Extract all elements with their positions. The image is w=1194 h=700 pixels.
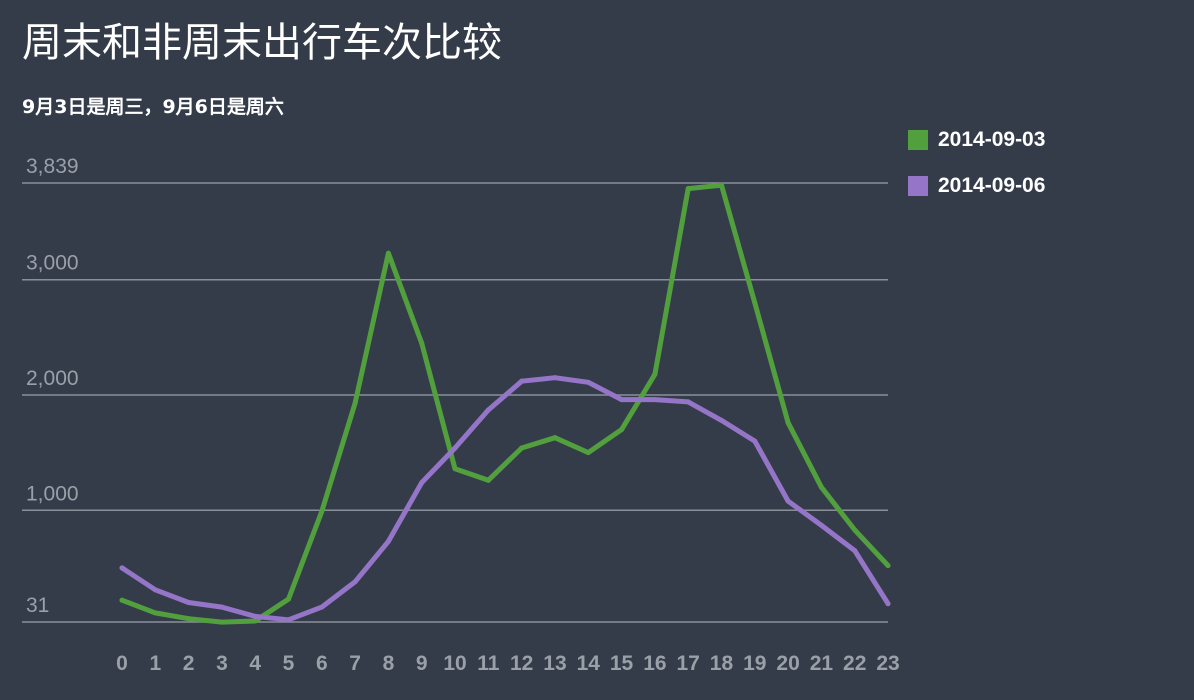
data-point-series-2[interactable]	[852, 548, 858, 554]
data-point-series-1[interactable]	[352, 400, 358, 406]
x-tick-label: 8	[383, 652, 395, 675]
data-point-series-1[interactable]	[519, 445, 525, 451]
data-point-series-1[interactable]	[752, 300, 758, 306]
data-point-series-1[interactable]	[452, 466, 458, 472]
data-point-series-2[interactable]	[785, 498, 791, 504]
data-point-series-1[interactable]	[385, 250, 391, 256]
x-tick-label: 15	[610, 652, 634, 675]
data-point-series-2[interactable]	[818, 522, 824, 528]
data-point-series-2[interactable]	[652, 397, 658, 403]
data-point-series-2[interactable]	[385, 538, 391, 544]
data-point-series-2[interactable]	[752, 438, 758, 444]
x-tick-label: 23	[876, 652, 899, 675]
legend-swatch-series-2	[908, 176, 928, 196]
data-point-series-2[interactable]	[685, 399, 691, 405]
y-axis-ticks: 31 1,000 2,000 3,000 3,839	[26, 155, 79, 617]
data-point-series-2[interactable]	[419, 480, 425, 486]
data-point-series-2[interactable]	[885, 601, 891, 607]
data-point-series-1[interactable]	[319, 508, 325, 514]
x-tick-label: 13	[543, 652, 566, 675]
x-tick-label: 12	[510, 652, 533, 675]
data-point-series-1[interactable]	[219, 619, 225, 625]
data-point-series-1[interactable]	[652, 371, 658, 377]
data-point-series-2[interactable]	[619, 397, 625, 403]
data-point-series-1[interactable]	[585, 450, 591, 456]
y-tick-label: 3,839	[26, 155, 79, 178]
x-tick-label: 3	[216, 652, 228, 675]
data-point-series-1[interactable]	[186, 616, 192, 622]
data-point-series-2[interactable]	[485, 407, 491, 413]
data-point-series-1[interactable]	[785, 420, 791, 426]
data-point-series-2[interactable]	[452, 445, 458, 451]
legend-label-series-1: 2014-09-03	[938, 128, 1046, 151]
legend-item-series-1[interactable]: 2014-09-03	[908, 126, 1045, 154]
chart-subtitle: 9月3日是周三，9月6日是周六	[22, 96, 284, 118]
series-line-1[interactable]	[119, 182, 891, 625]
data-point-series-1[interactable]	[119, 597, 125, 603]
data-point-series-2[interactable]	[252, 613, 258, 619]
legend-label-series-2: 2014-09-06	[938, 174, 1046, 197]
y-tick-label: 31	[26, 594, 49, 617]
legend-item-series-2[interactable]: 2014-09-06	[908, 172, 1045, 200]
data-point-series-1[interactable]	[552, 435, 558, 441]
data-point-series-2[interactable]	[585, 379, 591, 385]
data-point-series-2[interactable]	[718, 417, 724, 423]
x-tick-label: 6	[316, 652, 328, 675]
data-point-series-1[interactable]	[619, 427, 625, 433]
x-tick-label: 20	[776, 652, 799, 675]
data-point-series-1[interactable]	[252, 618, 258, 624]
series-layer	[119, 182, 891, 625]
x-tick-label: 1	[149, 652, 161, 675]
legend-swatch-series-1	[908, 130, 928, 150]
x-tick-label: 17	[676, 652, 699, 675]
data-point-series-1[interactable]	[419, 340, 425, 346]
data-point-series-1[interactable]	[286, 596, 292, 602]
legend: 2014-09-03 2014-09-06	[908, 126, 1045, 218]
data-point-series-2[interactable]	[119, 565, 125, 571]
x-tick-label: 2	[183, 652, 195, 675]
data-point-series-2[interactable]	[152, 587, 158, 593]
data-point-series-1[interactable]	[485, 477, 491, 483]
x-tick-label: 14	[577, 652, 601, 675]
x-tick-label: 5	[283, 652, 295, 675]
y-tick-label: 3,000	[26, 252, 79, 275]
data-point-series-2[interactable]	[552, 375, 558, 381]
x-tick-label: 4	[249, 652, 261, 675]
data-point-series-1[interactable]	[685, 186, 691, 192]
x-axis-ticks: 0 1 2 3 4 5 6 7 8 9 10 11 12 13 14 15 16 17 18 19 20 21 22 23	[116, 652, 900, 675]
y-tick-label: 2,000	[26, 367, 79, 390]
data-point-series-1[interactable]	[852, 527, 858, 533]
x-tick-label: 19	[743, 652, 766, 675]
x-tick-label: 18	[710, 652, 734, 675]
x-tick-label: 7	[349, 652, 361, 675]
series-line-2[interactable]	[119, 375, 891, 623]
data-point-series-1[interactable]	[152, 610, 158, 616]
x-tick-label: 0	[116, 652, 128, 675]
data-point-series-2[interactable]	[319, 604, 325, 610]
x-tick-label: 21	[810, 652, 834, 675]
x-tick-label: 22	[843, 652, 866, 675]
data-point-series-1[interactable]	[818, 484, 824, 490]
x-tick-label: 11	[477, 652, 500, 675]
data-point-series-2[interactable]	[286, 617, 292, 623]
data-point-series-2[interactable]	[519, 378, 525, 384]
x-tick-label: 16	[643, 652, 666, 675]
data-point-series-2[interactable]	[219, 604, 225, 610]
y-tick-label: 1,000	[26, 482, 79, 505]
data-point-series-1[interactable]	[885, 563, 891, 569]
data-point-series-2[interactable]	[186, 600, 192, 606]
x-tick-label: 10	[443, 652, 466, 675]
data-point-series-2[interactable]	[352, 579, 358, 585]
x-tick-label: 9	[416, 652, 428, 675]
data-point-series-1[interactable]	[718, 182, 724, 188]
grid-layer	[22, 182, 888, 623]
chart-title: 周末和非周末出行车次比较	[22, 20, 502, 66]
